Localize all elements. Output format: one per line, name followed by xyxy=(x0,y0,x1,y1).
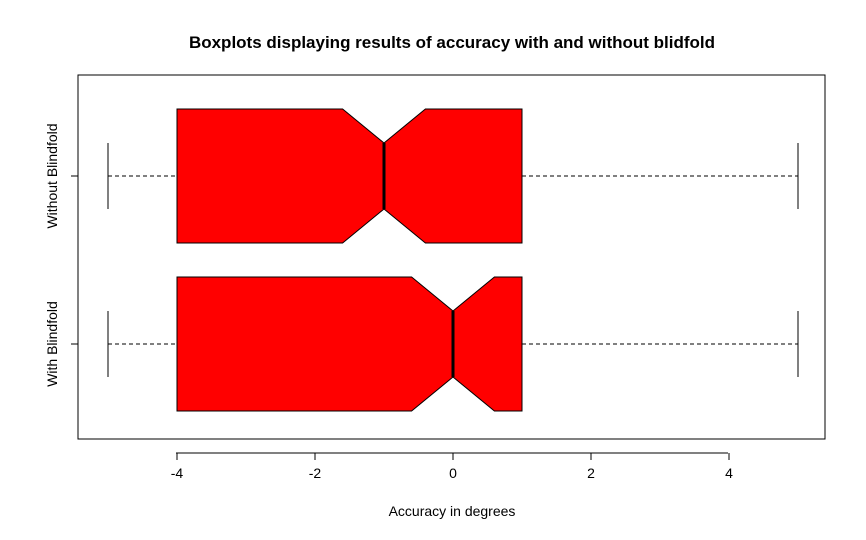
x-tick-label: 4 xyxy=(725,465,733,481)
y-tick-label: With Blindfold xyxy=(44,301,60,387)
chart-title: Boxplots displaying results of accuracy … xyxy=(189,33,715,52)
y-tick-label: Without Blindfold xyxy=(44,123,60,228)
x-axis-ticks: -4 -2 0 2 4 xyxy=(171,453,733,481)
x-axis-label: Accuracy in degrees xyxy=(389,503,516,519)
notched-box xyxy=(176,108,523,244)
x-tick-label: 2 xyxy=(587,465,595,481)
x-tick-label: -2 xyxy=(309,465,322,481)
x-tick-label: -4 xyxy=(171,465,184,481)
x-tick-label: 0 xyxy=(449,465,457,481)
y-axis-ticks: With Blindfold Without Blindfold xyxy=(44,123,78,387)
plot-frame xyxy=(77,74,826,440)
notched-box xyxy=(176,276,523,412)
boxplot-series xyxy=(107,108,799,412)
